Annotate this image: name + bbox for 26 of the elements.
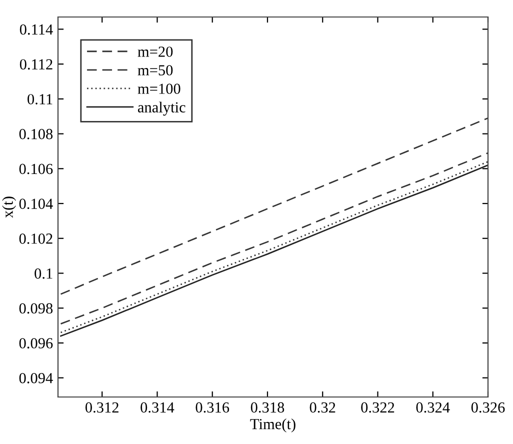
y-tick-label: 0.114 (20, 24, 53, 35)
x-tick-label: 0.316 (196, 402, 230, 413)
legend-label: analytic (138, 102, 186, 116)
x-tick-label: 0.32 (310, 402, 336, 413)
y-axis-title: x(t) (2, 196, 16, 218)
y-tick-label: 0.1 (34, 268, 52, 279)
legend-label: m=20 (138, 46, 173, 57)
y-tick-label: 0.108 (19, 128, 53, 140)
x-axis-title: Time(t) (250, 418, 296, 432)
y-tick-label: 0.096 (19, 338, 53, 348)
y-tick-label: 0.102 (19, 234, 52, 244)
x-tick-label: 0.326 (471, 402, 505, 413)
y-tick-label: 0.112 (20, 59, 52, 70)
legend-label: m=50 (138, 65, 173, 76)
y-tick-label: 0.106 (19, 164, 53, 174)
x-tick-label: 0.314 (140, 402, 174, 413)
x-tick-label: 0.324 (416, 402, 450, 413)
legend-label: m=100 (138, 84, 180, 94)
x-tick-label: 0.322 (361, 402, 394, 413)
y-tick-label: 0.104 (19, 198, 53, 210)
x-tick-label: 0.312 (86, 402, 118, 413)
y-tick-label: 0.094 (19, 372, 53, 384)
line-series (60, 117, 488, 295)
y-tick-label: 0.11 (28, 94, 52, 104)
y-tick-label: 0.098 (19, 303, 53, 314)
x-tick-label: 0.318 (250, 402, 284, 413)
